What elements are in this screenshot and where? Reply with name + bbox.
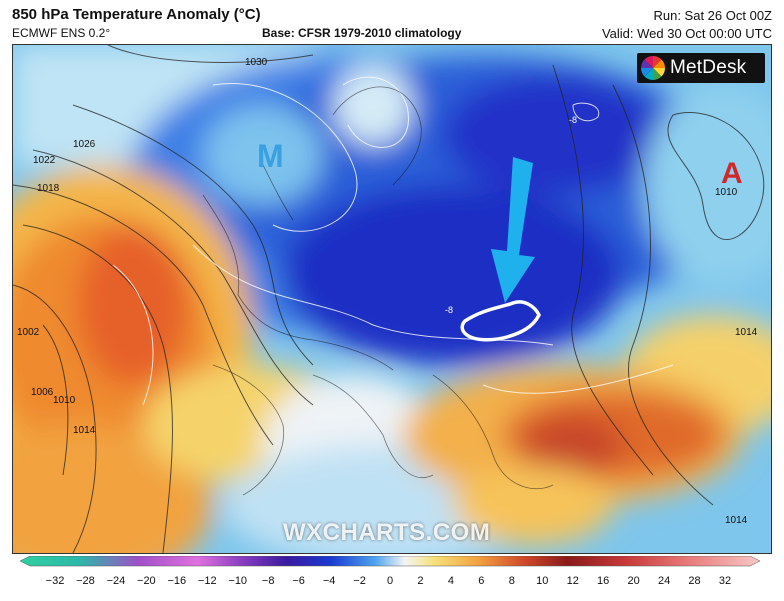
run-time-label: Run: Sat 26 Oct 00Z	[653, 8, 772, 23]
model-label: ECMWF ENS 0.2°	[12, 26, 111, 40]
colorbar-tick-label: 12	[567, 575, 579, 587]
climatology-base-label: Base: CFSR 1979-2010 climatology	[262, 26, 462, 40]
metdesk-logo: MetDesk	[637, 53, 765, 83]
colorbar-tick-label: 16	[597, 575, 609, 587]
metdesk-logo-text: MetDesk	[670, 57, 747, 78]
colorbar-tick-label: −4	[323, 575, 336, 587]
colorbar-tick-label: 10	[536, 575, 548, 587]
contour-labels: 1030 1026 1022 1018 1010 1002 1006 1010 …	[17, 57, 758, 526]
chart-header: 850 hPa Temperature Anomaly (°C) ECMWF E…	[0, 0, 784, 46]
colorbar-tick-label: 28	[688, 575, 700, 587]
colorbar-tick-label: 32	[719, 575, 731, 587]
wxcharts-watermark: WXCHARTS.COM	[283, 519, 491, 546]
metdesk-logo-icon	[640, 55, 666, 81]
contour-label: 1006	[31, 387, 54, 398]
high-pressure-label: A	[721, 157, 743, 190]
colorbar-svg: −32 −28 −24 −20 −16 −12 −10 −8 −6 −4 −2 0 2 4 6 8 10 12 16…	[19, 555, 761, 587]
colorbar-tick-label: 20	[628, 575, 640, 587]
anomaly-label: -8	[445, 305, 453, 315]
contour-label: 1026	[73, 139, 96, 150]
colorbar-tick-label: 24	[658, 575, 670, 587]
arrow-pointer-icon	[491, 157, 535, 303]
hungary-outline	[460, 300, 541, 342]
colorbar-tick-label: 2	[417, 575, 423, 587]
colorbar-tick-label: −16	[167, 575, 186, 587]
colorbar-tick-label: −12	[198, 575, 217, 587]
chart-title: 850 hPa Temperature Anomaly (°C)	[12, 6, 261, 23]
anomaly-label: -8	[569, 115, 577, 125]
colorbar-tick-label: 6	[478, 575, 484, 587]
contour-label: 1030	[245, 57, 268, 68]
colorbar-tick-label: −20	[137, 575, 156, 587]
coastlines	[202, 86, 554, 496]
contour-label: 1014	[725, 515, 748, 526]
colorbar-tick-label: −6	[292, 575, 305, 587]
contour-label: 1002	[17, 327, 40, 338]
color-scale-legend: −32 −28 −24 −20 −16 −12 −10 −8 −6 −4 −2 0 2 4 6 8 10 12 16…	[19, 555, 761, 596]
colorbar-tick-label: −8	[262, 575, 275, 587]
colorbar-tick-label: −10	[228, 575, 247, 587]
contour-label: 1010	[53, 395, 76, 406]
contour-label: 1022	[33, 155, 56, 166]
anomaly-map: M A 1030 1026 1022 1018 1010 1002 1006 1…	[12, 44, 772, 554]
colorbar-tick-label: 0	[387, 575, 393, 587]
colorbar-tick-label: −2	[353, 575, 366, 587]
anomaly-labels: -8 -8	[445, 115, 577, 315]
colorbar-tick-label: −32	[46, 575, 65, 587]
contour-label: 1014	[735, 327, 758, 338]
contour-label: 1018	[37, 183, 60, 194]
colorbar-tick-label: 8	[509, 575, 515, 587]
map-canvas: M A 1030 1026 1022 1018 1010 1002 1006 1…	[13, 45, 771, 553]
colorbar-tick-label: −24	[107, 575, 126, 587]
colorbar-tick-label: −28	[76, 575, 95, 587]
colorbar-tick-label: 4	[448, 575, 454, 587]
low-pressure-label: M	[257, 138, 284, 174]
colorbar-tick-labels: −32 −28 −24 −20 −16 −12 −10 −8 −6 −4 −2 0 2 4 6 8 10 12 16…	[46, 575, 731, 587]
isobar-contours	[13, 45, 765, 553]
colorbar-gradient	[19, 555, 761, 567]
contour-label: 1010	[715, 187, 738, 198]
contour-label: 1014	[73, 425, 96, 436]
valid-time-label: Valid: Wed 30 Oct 00:00 UTC	[601, 26, 772, 41]
